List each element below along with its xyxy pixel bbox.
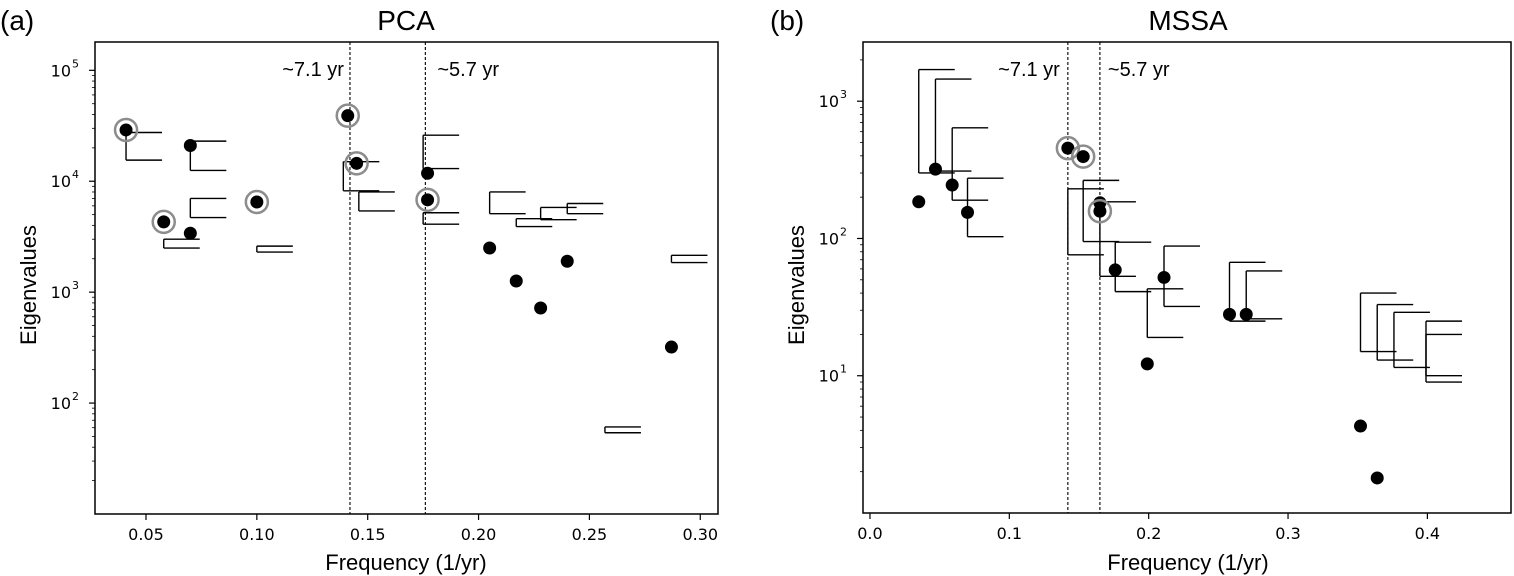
data-point xyxy=(341,109,355,123)
data-point xyxy=(250,195,264,209)
chart-title-pca: PCA xyxy=(377,5,435,36)
period-label: ~7.1 yr xyxy=(998,59,1060,81)
chart-title-mssa: MSSA xyxy=(1148,5,1228,36)
y-tick-label-base: 10 xyxy=(819,367,839,386)
data-point xyxy=(1061,141,1075,155)
x-tick-label: 0.30 xyxy=(682,525,718,544)
data-point xyxy=(421,166,435,180)
y-tick-label-exponent: 2 xyxy=(72,390,79,403)
data-point xyxy=(157,215,171,229)
y-axis-label-pca: Eigenvalues xyxy=(16,225,41,345)
axes-frame-mssa xyxy=(862,41,1512,514)
highlight-ring xyxy=(415,187,440,213)
x-tick-label: 0.1 xyxy=(997,524,1022,543)
data-point xyxy=(664,340,678,354)
highlight-ring xyxy=(244,189,270,215)
y-tick-label-base: 10 xyxy=(819,229,839,248)
data-point xyxy=(509,274,523,288)
panel-label-a: (a) xyxy=(0,5,34,36)
data-point xyxy=(928,162,942,176)
y-tick-label-exponent: 5 xyxy=(72,57,79,70)
highlight-ring xyxy=(335,103,360,128)
x-tick-label: 0.25 xyxy=(572,525,608,544)
data-point xyxy=(183,226,197,240)
data-point xyxy=(183,138,197,152)
data-point xyxy=(961,205,975,219)
highlight-ring xyxy=(1070,144,1096,169)
data-point xyxy=(119,123,133,137)
y-tick-label-exponent: 3 xyxy=(840,88,847,101)
x-tick-label: 0.0 xyxy=(857,524,882,543)
x-axis-label-mssa: Frequency (1/yr) xyxy=(1107,550,1268,575)
highlight-ring xyxy=(344,151,369,176)
data-point xyxy=(1223,307,1237,321)
highlight-ring xyxy=(1087,198,1113,224)
x-tick-label: 0.15 xyxy=(350,525,386,544)
data-point xyxy=(534,301,548,315)
y-tick-label-base: 10 xyxy=(51,61,71,80)
data-point xyxy=(1239,307,1253,321)
panel-label-b: (b) xyxy=(770,5,804,36)
x-tick-label: 0.2 xyxy=(1136,524,1161,543)
y-tick-label-base: 10 xyxy=(51,283,71,302)
period-label: ~7.1 yr xyxy=(282,59,344,81)
mssa-panel: (b) MSSA Frequency (1/yr) Eigenvalues 0.… xyxy=(770,5,1512,575)
y-tick-label-base: 10 xyxy=(51,172,71,191)
data-point xyxy=(1353,419,1367,433)
data-point xyxy=(945,178,959,192)
period-label: ~5.7 yr xyxy=(437,59,499,81)
data-point xyxy=(421,193,435,207)
x-tick-label: 0.10 xyxy=(239,525,275,544)
data-point xyxy=(912,195,926,209)
axes-frame-pca xyxy=(94,41,719,515)
y-tick-label-exponent: 2 xyxy=(840,225,847,238)
data-point xyxy=(1370,471,1384,485)
y-tick-label-base: 10 xyxy=(51,394,71,413)
data-point xyxy=(1108,263,1122,277)
highlight-ring xyxy=(151,209,176,235)
y-axis-label-mssa: Eigenvalues xyxy=(784,225,809,345)
data-point xyxy=(483,241,497,255)
data-point xyxy=(1140,357,1154,371)
x-tick-label: 0.4 xyxy=(1415,524,1440,543)
x-axis-label-pca: Frequency (1/yr) xyxy=(325,550,486,575)
pca-panel: (a) PCA Frequency (1/yr) Eigenvalues 0.0… xyxy=(0,5,719,575)
y-tick-label-exponent: 1 xyxy=(840,363,847,376)
data-point xyxy=(1157,270,1171,284)
y-tick-label-base: 10 xyxy=(819,92,839,111)
x-tick-label: 0.05 xyxy=(128,525,164,544)
highlight-ring xyxy=(1055,135,1081,161)
highlight-ring xyxy=(113,117,139,143)
x-tick-label: 0.20 xyxy=(461,525,497,544)
period-label: ~5.7 yr xyxy=(1108,59,1170,81)
data-point xyxy=(1093,204,1107,218)
data-point xyxy=(560,254,574,268)
data-point xyxy=(350,156,364,170)
y-tick-label-exponent: 4 xyxy=(72,168,79,181)
data-point xyxy=(1076,150,1090,164)
y-tick-label-exponent: 3 xyxy=(72,279,79,292)
x-tick-label: 0.3 xyxy=(1275,524,1300,543)
